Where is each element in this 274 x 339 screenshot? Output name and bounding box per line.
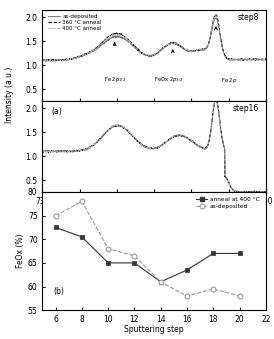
Legend: as-deposited, 360 °C anneal, 400 °C anneal: as-deposited, 360 °C anneal, 400 °C anne… <box>47 14 102 32</box>
Text: (a): (a) <box>52 107 62 117</box>
Text: (b): (b) <box>54 287 64 296</box>
X-axis label: Binding Energy (eV): Binding Energy (eV) <box>116 207 192 216</box>
Text: Fe $2p_{1/2}$: Fe $2p_{1/2}$ <box>104 76 126 84</box>
X-axis label: Sputtering step: Sputtering step <box>124 325 184 335</box>
Text: FeOx $2p_{3/2}$: FeOx $2p_{3/2}$ <box>154 76 184 84</box>
Text: step8: step8 <box>238 13 259 22</box>
Text: step16: step16 <box>233 104 259 113</box>
Text: Intensity (a.u.): Intensity (a.u.) <box>5 67 15 123</box>
Text: Fe $2p$: Fe $2p$ <box>221 76 238 85</box>
Legend: anneal at 400 °C, as-deposited: anneal at 400 °C, as-deposited <box>195 196 261 210</box>
Y-axis label: FeOx (%): FeOx (%) <box>16 234 25 268</box>
